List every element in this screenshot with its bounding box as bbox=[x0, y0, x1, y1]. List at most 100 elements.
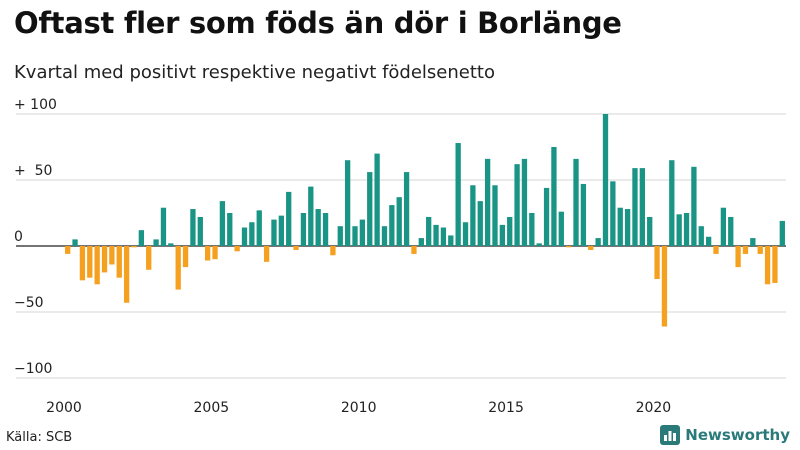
bar bbox=[94, 246, 100, 285]
bar bbox=[175, 246, 181, 290]
bar-chart-icon bbox=[660, 425, 681, 445]
chart-subtitle: Kvartal med positivt respektive negativt… bbox=[14, 62, 495, 83]
bar bbox=[705, 236, 712, 246]
x-tick-label: 2020 bbox=[636, 400, 672, 416]
bar bbox=[624, 209, 631, 246]
bar bbox=[683, 213, 690, 246]
bar bbox=[440, 227, 447, 246]
bar bbox=[205, 246, 211, 261]
bar bbox=[138, 230, 145, 246]
bar bbox=[168, 243, 174, 246]
bar bbox=[514, 164, 520, 246]
bar bbox=[116, 246, 122, 278]
bar bbox=[713, 246, 719, 254]
bar bbox=[772, 246, 778, 283]
brand-logo: Newsworthy bbox=[660, 425, 790, 445]
bar bbox=[241, 227, 248, 246]
bar bbox=[286, 191, 292, 246]
bar bbox=[617, 207, 623, 246]
x-tick-label: 2015 bbox=[488, 400, 524, 416]
bar bbox=[779, 220, 785, 246]
bar bbox=[212, 246, 218, 260]
bar bbox=[65, 246, 71, 254]
bar bbox=[72, 239, 78, 246]
bar bbox=[389, 205, 395, 246]
bar bbox=[411, 246, 417, 254]
bar bbox=[543, 187, 550, 246]
bar bbox=[256, 210, 262, 246]
y-tick-label: −100 bbox=[14, 361, 52, 377]
bar bbox=[249, 222, 255, 246]
bar bbox=[492, 185, 498, 246]
bar bbox=[669, 160, 675, 246]
x-tick-label: 2005 bbox=[194, 400, 230, 416]
bar bbox=[396, 197, 402, 246]
bar bbox=[131, 246, 137, 248]
y-tick-label: 0 bbox=[14, 229, 23, 245]
bar bbox=[300, 213, 307, 246]
bar bbox=[602, 114, 609, 246]
bar bbox=[315, 209, 321, 246]
bar bbox=[227, 213, 233, 246]
bar bbox=[647, 216, 653, 246]
bar bbox=[455, 143, 461, 246]
bar bbox=[263, 246, 270, 262]
bar bbox=[197, 216, 203, 246]
bar bbox=[558, 211, 564, 246]
bar bbox=[742, 246, 749, 254]
bar bbox=[720, 207, 727, 246]
bar bbox=[551, 147, 557, 246]
bar bbox=[344, 160, 351, 246]
gridlines bbox=[16, 113, 786, 379]
bar bbox=[337, 226, 343, 246]
bar bbox=[639, 168, 645, 246]
x-tick-label: 2010 bbox=[341, 400, 377, 416]
bar bbox=[367, 172, 373, 246]
bar bbox=[477, 201, 483, 246]
brand-name: Newsworthy bbox=[685, 426, 790, 444]
bar bbox=[462, 222, 469, 246]
bar bbox=[234, 246, 240, 252]
bar bbox=[448, 235, 454, 246]
bar bbox=[160, 207, 167, 246]
y-tick-label: + 50 bbox=[14, 163, 52, 179]
bar bbox=[308, 186, 314, 246]
bar bbox=[661, 246, 668, 327]
bar bbox=[580, 183, 587, 246]
chart-title: Oftast fler som föds än dör i Borlänge bbox=[14, 6, 622, 40]
bar bbox=[359, 219, 366, 246]
bar bbox=[691, 166, 697, 246]
bar bbox=[433, 224, 439, 246]
bar bbox=[588, 246, 594, 250]
bar bbox=[536, 243, 542, 246]
bar bbox=[470, 185, 476, 246]
bar bbox=[521, 158, 528, 246]
bar bbox=[374, 153, 380, 246]
x-axis-labels: 2000 2005 2010 2015 2020 bbox=[46, 400, 671, 416]
bar bbox=[610, 181, 616, 246]
bar bbox=[219, 201, 226, 246]
bar bbox=[153, 239, 159, 246]
bar bbox=[79, 246, 86, 281]
bar bbox=[698, 226, 704, 246]
bar bbox=[566, 246, 572, 248]
bar bbox=[757, 246, 763, 254]
bar bbox=[529, 213, 535, 246]
bar bbox=[418, 238, 424, 246]
bar bbox=[101, 246, 108, 273]
bar bbox=[352, 226, 358, 246]
x-tick-label: 2000 bbox=[46, 400, 82, 416]
bar bbox=[728, 216, 734, 246]
bar bbox=[182, 246, 189, 268]
bar bbox=[632, 168, 638, 246]
bar bbox=[595, 238, 601, 246]
bar bbox=[507, 216, 513, 246]
bar bbox=[322, 213, 329, 246]
bar bbox=[403, 172, 410, 246]
bar bbox=[764, 246, 771, 285]
y-tick-label: + 100 bbox=[14, 97, 57, 113]
bar bbox=[676, 214, 682, 246]
bar bbox=[278, 215, 284, 246]
y-tick-label: −50 bbox=[14, 295, 44, 311]
